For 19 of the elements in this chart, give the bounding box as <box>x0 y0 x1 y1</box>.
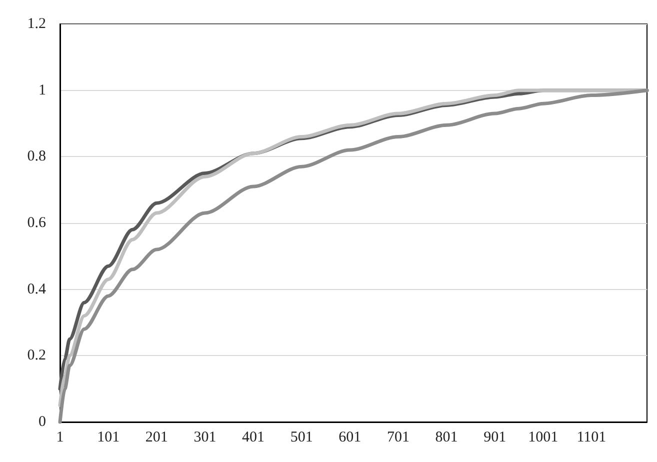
y-tick-label: 1 <box>38 82 46 98</box>
x-tick-label: 301 <box>194 430 216 446</box>
x-tick-label: 401 <box>242 430 264 446</box>
y-tick-label: 1.2 <box>27 16 46 32</box>
x-tick-label: 801 <box>435 430 458 446</box>
y-tick-label: 0.6 <box>27 215 46 231</box>
y-tick-label: 0.4 <box>27 281 46 298</box>
x-tick-label: 1 <box>56 430 64 446</box>
y-tick-label: 0.2 <box>27 348 46 364</box>
x-tick-label: 601 <box>338 430 362 446</box>
x-tick-label: 201 <box>145 430 168 446</box>
y-tick-label: 0 <box>38 414 46 430</box>
x-tick-label: 1101 <box>576 430 606 446</box>
x-tick-label: 501 <box>290 430 313 446</box>
x-tick-label: 901 <box>484 430 506 446</box>
x-tick-label: 701 <box>386 430 410 446</box>
y-tick-label: 0.8 <box>27 148 46 165</box>
x-tick-label: 1001 <box>528 430 558 446</box>
x-tick-label: 101 <box>97 430 120 446</box>
